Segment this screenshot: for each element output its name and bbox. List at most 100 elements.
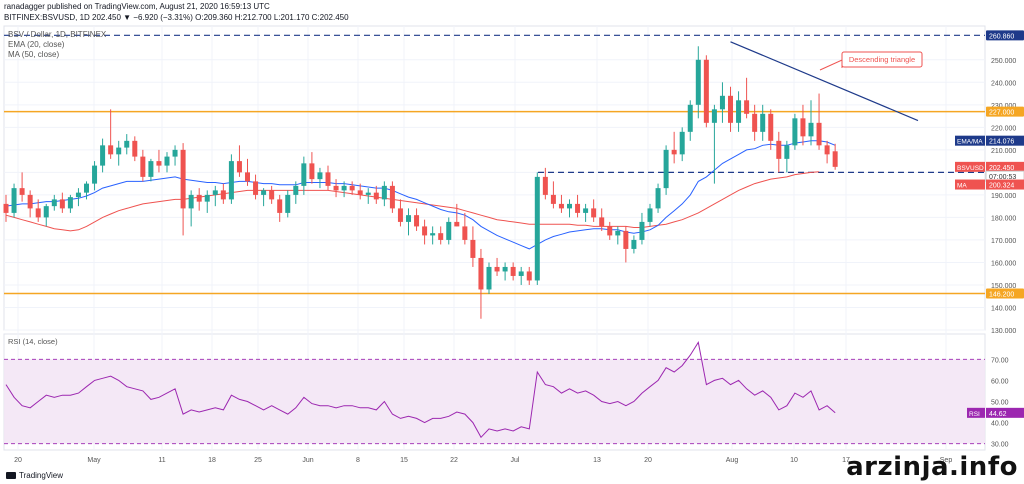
candle-body — [792, 118, 798, 146]
candle-body — [188, 194, 194, 209]
candle-body — [341, 185, 347, 191]
candle-body — [325, 172, 331, 186]
candle-body — [591, 208, 597, 218]
candle-body — [148, 161, 154, 177]
candle-body — [269, 190, 275, 200]
candle-body — [253, 181, 259, 195]
candle-body — [11, 188, 17, 213]
candle-body — [438, 233, 444, 240]
candle-body — [703, 59, 709, 123]
candle-body — [623, 230, 629, 249]
candle-body — [51, 199, 57, 207]
candle-body — [776, 140, 782, 159]
candle-body — [808, 122, 814, 137]
rsi-current-badge — [986, 407, 1024, 418]
candle-body — [470, 239, 476, 258]
x-tick-label: 10 — [790, 457, 798, 464]
tradingview-logo: TradingView — [6, 471, 63, 480]
series-badge-value: 200.324 — [989, 183, 1014, 190]
series-badge — [986, 135, 1024, 146]
candle-body — [59, 199, 65, 209]
candle-body — [333, 185, 339, 191]
price-level-badge — [986, 106, 1024, 117]
candle-body — [100, 145, 106, 166]
candle-body — [550, 194, 556, 204]
candle-body — [108, 145, 114, 155]
candle-body — [486, 266, 492, 290]
y-tick-label: 170.000 — [991, 238, 1016, 245]
series-badge-tag — [955, 161, 985, 172]
ohlc-line: BITFINEX:BSVUSD, 1D 202.450 ▼ −6.920 (−3… — [4, 13, 349, 22]
y-tick-label: 180.000 — [991, 215, 1016, 222]
candle-body — [228, 161, 234, 200]
tradingview-logo-icon — [6, 472, 16, 480]
publisher-line: ranadagger published on TradingView.com,… — [4, 2, 270, 11]
x-tick-label: 22 — [450, 457, 458, 464]
candle-body — [534, 176, 540, 281]
price-level-badge — [986, 30, 1024, 41]
candle-body — [575, 203, 581, 213]
rsi-badge-name: RSI — [969, 411, 980, 418]
candle-body — [736, 100, 742, 123]
price-level-label: 260.860 — [989, 33, 1014, 40]
x-tick-label: 13 — [593, 457, 601, 464]
candle-body — [116, 147, 122, 155]
series-badge — [986, 161, 1024, 172]
candle-body — [309, 163, 315, 180]
candle-body — [760, 113, 766, 132]
y-tick-label: 150.000 — [991, 283, 1016, 290]
series-badge — [986, 179, 1024, 190]
candle-body — [639, 221, 645, 240]
legend-symbol: BSV / Dollar, 1D, BITFINEX — [8, 30, 107, 39]
y-tick-label: 160.000 — [991, 260, 1016, 267]
candle-body — [389, 185, 395, 209]
descending-trendline — [730, 41, 919, 122]
candle-body — [768, 113, 774, 141]
candle-body — [510, 266, 516, 276]
candle-body — [663, 149, 669, 189]
candle-body — [261, 190, 267, 195]
x-tick-label: 20 — [644, 457, 652, 464]
legend-ma: MA (50, close) — [8, 50, 60, 59]
series-badge-name: MA — [957, 183, 967, 190]
series-badge-tag — [955, 179, 985, 190]
candle-body — [454, 221, 460, 227]
candle-body — [752, 113, 758, 132]
series-badge-value: 07:00:53 — [989, 174, 1016, 181]
rsi-tick-label: 40.00 — [991, 421, 1009, 428]
candle-body — [583, 208, 589, 213]
x-tick-label: 25 — [254, 457, 262, 464]
candle-body — [558, 203, 564, 209]
candle-body — [406, 215, 411, 222]
candle-body — [84, 183, 89, 193]
candle-body — [526, 271, 532, 281]
x-tick-label: Aug — [726, 457, 739, 464]
candle-body — [365, 192, 371, 195]
x-tick-label: 20 — [14, 457, 22, 464]
candle-body — [414, 215, 420, 227]
candle-body — [43, 206, 49, 218]
rsi-current-value: 44.62 — [989, 411, 1007, 418]
candle-body — [317, 172, 323, 180]
candle-body — [180, 149, 186, 209]
rsi-title: RSI (14, close) — [8, 337, 58, 346]
candle-body — [824, 145, 830, 155]
rsi-tick-label: 70.00 — [991, 357, 1009, 364]
candle-body — [293, 185, 299, 195]
price-level-label: 227.000 — [989, 110, 1014, 117]
annotation-label: Descending triangle — [849, 55, 915, 64]
candle-body — [711, 109, 717, 123]
tradingview-logo-text: TradingView — [19, 471, 64, 480]
rsi-tick-label: 50.00 — [991, 399, 1009, 406]
candle-body — [381, 185, 387, 200]
candle-body — [236, 161, 242, 173]
y-tick-label: 210.000 — [991, 148, 1016, 155]
rsi-band — [4, 359, 985, 444]
x-tick-label: 15 — [400, 457, 408, 464]
candle-body — [3, 203, 9, 213]
candle-body — [19, 188, 25, 195]
candle-body — [430, 233, 436, 236]
rsi-tick-label: 30.00 — [991, 442, 1009, 449]
candle-body — [679, 131, 685, 155]
